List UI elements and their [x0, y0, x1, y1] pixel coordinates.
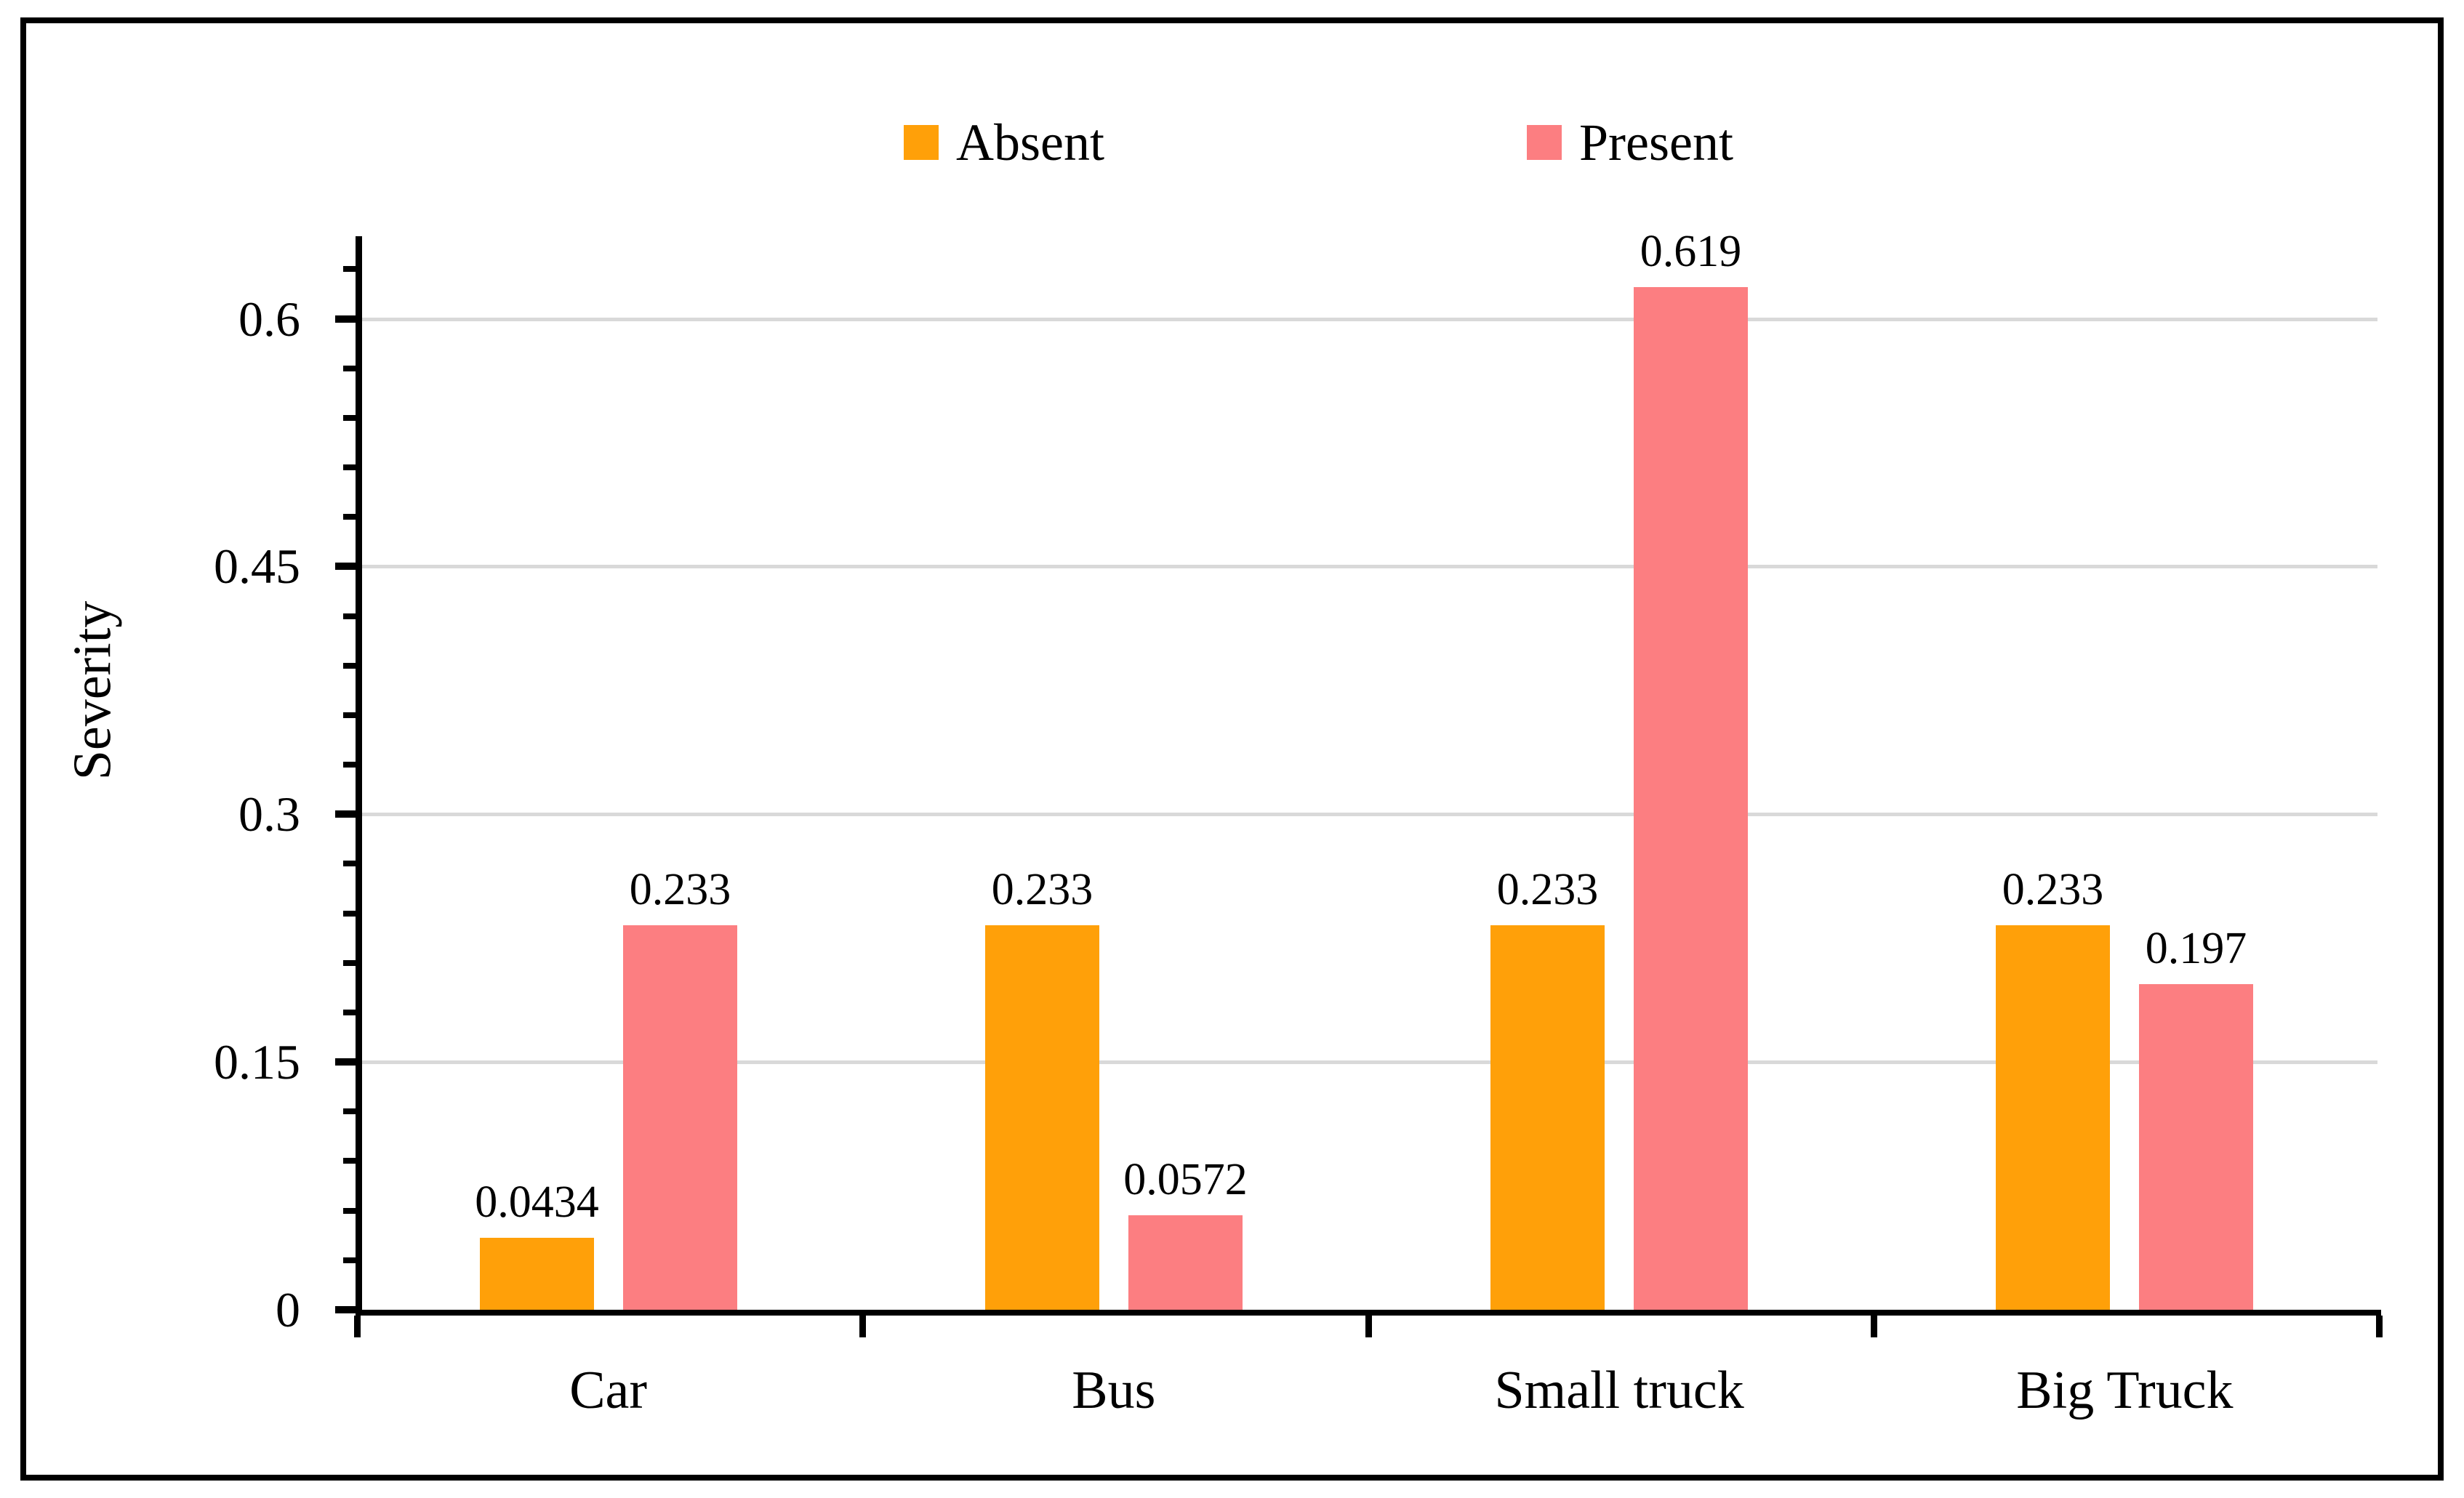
y-tick-label-0.6: 0.6 — [238, 291, 300, 347]
bar-absent-small-truck — [1490, 925, 1605, 1310]
x-tick-label-big-truck: Big Truck — [2016, 1361, 2234, 1420]
y-minor-tick-0.06 — [343, 1207, 356, 1214]
y-major-tick-0.3 — [335, 810, 356, 818]
x-boundary-tick-3 — [1870, 1316, 1877, 1337]
bar-absent-big-truck — [1996, 925, 2110, 1310]
y-minor-tick-0.21 — [343, 959, 356, 966]
legend-item-absent: Absent — [904, 116, 1104, 169]
y-minor-tick-0.12 — [343, 1108, 356, 1115]
legend-swatch-absent — [904, 125, 939, 160]
y-minor-tick-0.09 — [343, 1158, 356, 1164]
bar-absent-bus — [985, 925, 1099, 1310]
y-tick-label-0: 0 — [276, 1282, 300, 1337]
y-minor-tick-0.24 — [343, 910, 356, 917]
bar-present-bus — [1128, 1215, 1243, 1310]
data-label-present-car: 0.233 — [629, 865, 731, 914]
y-tick-label-0.45: 0.45 — [214, 539, 300, 595]
y-major-tick-0 — [335, 1306, 356, 1313]
y-minor-tick-0.33 — [343, 762, 356, 768]
legend-swatch-present — [1527, 125, 1562, 160]
y-major-tick-0.15 — [335, 1058, 356, 1066]
x-tick-label-bus: Bus — [1072, 1361, 1156, 1420]
data-label-absent-small-truck: 0.233 — [1496, 865, 1599, 914]
x-axis-line — [356, 1310, 2381, 1316]
x-boundary-tick-2 — [1365, 1316, 1372, 1337]
y-minor-tick-0.18 — [343, 1009, 356, 1015]
x-tick-label-car: Car — [569, 1361, 648, 1420]
y-minor-tick-0.48 — [343, 514, 356, 520]
data-label-present-big-truck: 0.197 — [2145, 924, 2247, 973]
y-minor-tick-0.51 — [343, 464, 356, 471]
y-minor-tick-0.03 — [343, 1257, 356, 1263]
legend-item-present: Present — [1527, 116, 1733, 169]
data-label-absent-big-truck: 0.233 — [2002, 865, 2104, 914]
legend-label-absent: Absent — [956, 113, 1104, 172]
gridline-0.6 — [362, 317, 2377, 321]
y-axis-title: Severity — [63, 600, 123, 781]
y-minor-tick-0.63 — [343, 266, 356, 273]
y-minor-tick-0.39 — [343, 662, 356, 669]
y-axis-line — [356, 236, 362, 1316]
data-label-absent-bus: 0.233 — [991, 865, 1093, 914]
y-tick-label-0.15: 0.15 — [214, 1034, 300, 1090]
bar-absent-car — [480, 1238, 594, 1310]
data-label-present-small-truck: 0.619 — [1640, 227, 1742, 276]
y-tick-label-0.3: 0.3 — [238, 786, 300, 842]
gridline-0.3 — [362, 813, 2377, 817]
y-minor-tick-0.27 — [343, 861, 356, 867]
bar-present-car — [623, 925, 737, 1310]
y-minor-tick-0.57 — [343, 365, 356, 371]
figure-border — [20, 17, 2444, 1481]
x-boundary-tick-1 — [859, 1316, 867, 1337]
gridline-0.45 — [362, 565, 2377, 569]
legend-label-present: Present — [1579, 113, 1733, 172]
bar-present-big-truck — [2139, 984, 2253, 1310]
data-label-present-bus: 0.0572 — [1123, 1155, 1248, 1204]
gridline-0.15 — [362, 1060, 2377, 1065]
y-minor-tick-0.42 — [343, 613, 356, 619]
y-major-tick-0.6 — [335, 315, 356, 323]
x-boundary-tick-4 — [2376, 1316, 2383, 1337]
y-major-tick-0.45 — [335, 563, 356, 571]
x-tick-label-small-truck: Small truck — [1494, 1361, 1744, 1420]
y-minor-tick-0.54 — [343, 414, 356, 421]
data-label-absent-car: 0.0434 — [475, 1177, 599, 1227]
y-minor-tick-0.36 — [343, 712, 356, 718]
bar-present-small-truck — [1634, 287, 1748, 1310]
x-boundary-tick-0 — [354, 1316, 361, 1337]
